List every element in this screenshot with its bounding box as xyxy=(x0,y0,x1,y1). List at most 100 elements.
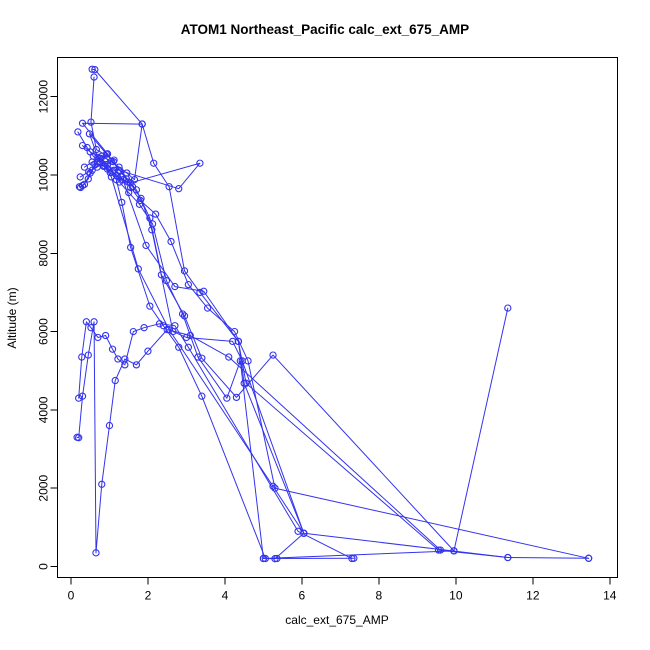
x-tick-label: 8 xyxy=(376,589,383,603)
data-point xyxy=(129,327,137,336)
data-point xyxy=(123,169,131,177)
data-point xyxy=(118,198,126,207)
x-tick-label: 12 xyxy=(526,589,540,603)
data-point xyxy=(150,159,158,167)
x-axis-ticks: 0 2 4 6 8 10 12 14 xyxy=(68,577,617,603)
data-point xyxy=(75,434,83,442)
y-axis-label: Altitude (m) xyxy=(5,287,19,348)
data-point xyxy=(92,549,100,557)
axes-group: 0 2 4 6 8 10 12 14 0 2000 4000 6000 8000 10000 12000 xyxy=(37,57,618,603)
data-point xyxy=(230,327,239,336)
data-series xyxy=(73,318,445,557)
data-point xyxy=(232,393,241,402)
x-tick-label: 0 xyxy=(68,589,75,603)
data-point xyxy=(74,128,82,136)
data-point xyxy=(300,529,308,537)
data-point xyxy=(186,331,194,340)
y-tick-label: 2000 xyxy=(37,475,51,502)
data-point xyxy=(108,167,117,175)
data-point xyxy=(115,163,123,171)
data-point xyxy=(165,183,173,191)
data-point xyxy=(132,361,141,369)
data-point xyxy=(196,288,204,297)
data-point xyxy=(117,173,125,181)
data-point xyxy=(86,148,94,156)
data-series-layer xyxy=(73,65,593,563)
data-point xyxy=(78,141,87,150)
data-series xyxy=(76,157,458,563)
data-point xyxy=(196,159,204,167)
data-point xyxy=(88,65,96,73)
plot-frame xyxy=(57,57,618,578)
data-point xyxy=(78,392,87,400)
data-point xyxy=(269,351,277,359)
data-point xyxy=(87,118,95,126)
data-point xyxy=(125,188,133,197)
data-point xyxy=(146,302,154,310)
data-point xyxy=(259,554,268,563)
x-tick-label: 4 xyxy=(222,589,229,603)
data-point xyxy=(225,353,233,361)
data-point xyxy=(180,267,189,275)
data-point xyxy=(101,157,109,165)
data-point xyxy=(175,343,183,351)
data-point xyxy=(85,168,93,176)
data-point xyxy=(146,214,154,222)
data-point xyxy=(126,243,135,252)
data-point xyxy=(76,173,84,181)
data-point xyxy=(234,337,243,346)
series-line xyxy=(79,160,455,560)
data-point xyxy=(115,178,124,186)
data-point xyxy=(88,158,96,166)
data-point xyxy=(144,347,152,355)
data-point xyxy=(101,331,110,340)
x-tick-label: 10 xyxy=(449,589,463,603)
data-point xyxy=(102,150,111,158)
y-tick-label: 4000 xyxy=(37,396,51,423)
data-point xyxy=(114,355,122,363)
data-point xyxy=(159,322,167,330)
data-point xyxy=(171,322,179,330)
y-tick-label: 8000 xyxy=(37,240,51,267)
series-line xyxy=(82,145,590,559)
data-point xyxy=(78,353,86,361)
data-point xyxy=(130,176,139,184)
data-point xyxy=(135,200,144,208)
data-point xyxy=(200,287,208,295)
data-point xyxy=(78,119,87,127)
data-point xyxy=(84,175,92,183)
data-point xyxy=(203,304,212,312)
data-point xyxy=(96,154,104,162)
data-point xyxy=(184,280,193,289)
data-point xyxy=(98,480,106,488)
y-tick-label: 6000 xyxy=(37,318,51,345)
data-point xyxy=(136,196,144,205)
data-point xyxy=(90,73,98,81)
data-point xyxy=(84,351,92,359)
y-tick-label: 10000 xyxy=(37,158,51,192)
y-tick-label: 12000 xyxy=(37,80,51,114)
data-point xyxy=(92,145,101,154)
data-point xyxy=(75,394,83,402)
data-point xyxy=(111,376,119,385)
data-point xyxy=(163,325,171,334)
data-point xyxy=(155,320,164,328)
series-line xyxy=(78,321,353,560)
data-point xyxy=(271,484,279,492)
data-point xyxy=(148,220,157,228)
data-point xyxy=(80,163,89,171)
data-point xyxy=(167,237,175,246)
data-point xyxy=(504,304,512,312)
data-point xyxy=(175,185,183,193)
data-point xyxy=(78,181,87,190)
x-axis-label: calc_ext_675_AMP xyxy=(285,613,388,627)
data-point xyxy=(94,333,102,342)
data-series xyxy=(75,318,356,563)
data-point xyxy=(121,355,129,363)
data-point xyxy=(151,210,160,218)
page-title: ATOM1 Northeast_Pacific calc_ext_675_AMP xyxy=(181,22,469,37)
data-point xyxy=(223,394,231,402)
